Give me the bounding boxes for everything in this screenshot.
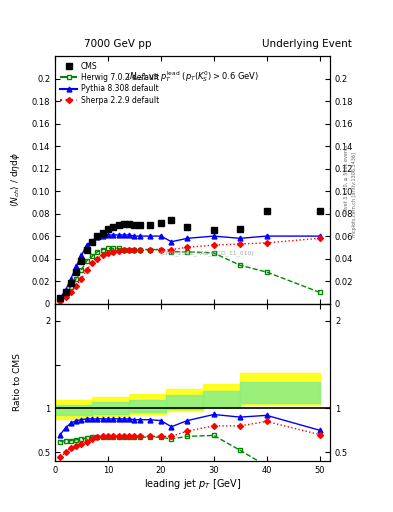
Text: mcplots.cern.ch [arXiv:1306.3436]: mcplots.cern.ch [arXiv:1306.3436] <box>352 152 357 237</box>
Text: $\langle N_{ch}\rangle$ vs $p_T^{\mathrm{lead}}$ ($p_T(K_S^0) > 0.6$ GeV): $\langle N_{ch}\rangle$ vs $p_T^{\mathrm… <box>126 69 259 83</box>
Y-axis label: $\langle N_{ch}\rangle$ / d$\eta$d$\phi$: $\langle N_{ch}\rangle$ / d$\eta$d$\phi$ <box>9 153 22 207</box>
Y-axis label: Ratio to CMS: Ratio to CMS <box>13 353 22 411</box>
Text: (CMS_2012_PAS_QCD_11_010): (CMS_2012_PAS_QCD_11_010) <box>160 250 254 256</box>
Legend: CMS, Herwig 7.0.2 default, Pythia 8.308 default, Sherpa 2.2.9 default: CMS, Herwig 7.0.2 default, Pythia 8.308 … <box>59 60 161 106</box>
Text: Underlying Event: Underlying Event <box>262 38 351 49</box>
X-axis label: leading jet $p_T$ [GeV]: leading jet $p_T$ [GeV] <box>144 477 241 492</box>
Text: Rivet 3.1.10, ≥ 500k events: Rivet 3.1.10, ≥ 500k events <box>344 145 349 214</box>
Text: 7000 GeV pp: 7000 GeV pp <box>84 38 152 49</box>
